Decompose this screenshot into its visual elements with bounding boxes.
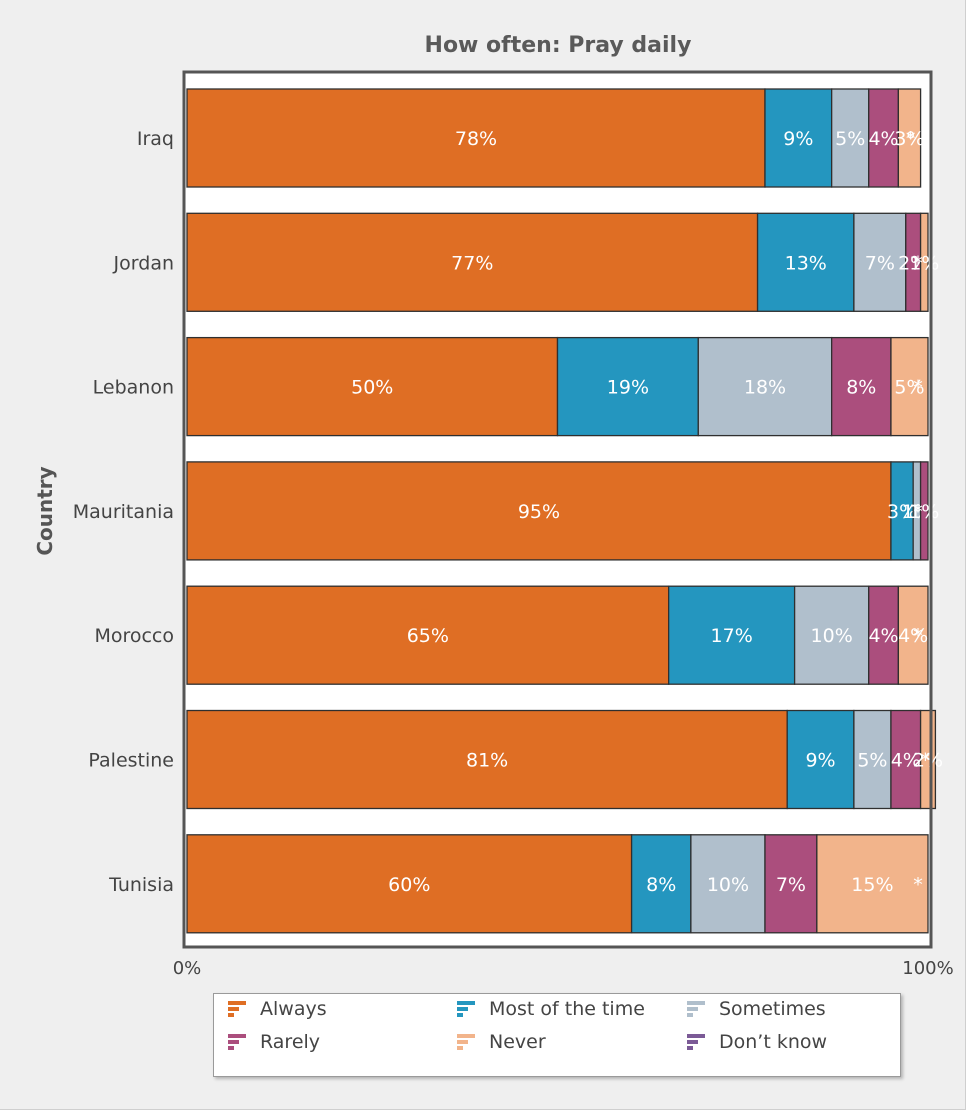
legend-swatch-icon [228,1032,248,1052]
bar-segment [793,585,870,685]
bar-segment [764,88,833,188]
data-label: 77% [451,252,493,274]
x-tick-label: 100% [902,958,953,979]
bar-segment [816,834,929,934]
category-label: Lebanon [93,377,174,399]
data-label: 78% [455,128,497,150]
data-label: 9% [783,128,813,150]
data-label: 50% [351,377,393,399]
data-label: 2% [913,750,943,772]
data-label: 18% [744,377,786,399]
bar-segment [868,88,900,188]
category-label: Jordan [113,252,174,274]
bar-segment [556,336,699,437]
bar-segment [786,709,855,810]
legend-label: Sometimes [719,998,826,1020]
bar-segment [919,461,929,561]
data-label: 5% [894,377,924,399]
bar-segment [764,834,818,934]
x-tick-label: 0% [173,958,202,979]
legend-swatch-icon [228,999,248,1019]
bar-segment [897,585,929,685]
data-label: * [906,128,916,150]
data-label: 10% [811,625,853,647]
data-label: 65% [407,625,449,647]
bar-segment [186,834,633,934]
data-label: * [913,501,923,523]
legend-label: Never [489,1031,546,1053]
legend-item[interactable]: Always [228,995,327,1023]
data-label: 81% [466,750,508,772]
category-label: Iraq [137,128,174,150]
data-label: 10% [707,874,749,896]
data-label: 4% [898,625,928,647]
data-label: 17% [711,625,753,647]
y-axis-title: Country [33,466,57,555]
data-label: 3% [887,501,917,523]
bar-segment [186,709,788,810]
chart-title: How often: Pray daily [425,33,692,58]
bar-segment [831,88,870,188]
legend-item[interactable]: Most of the time [457,995,645,1023]
plot-frame [182,70,933,949]
bar-segment [890,336,929,437]
legend: Always Most of the time Sometimes Rarely Nev… [213,993,901,1077]
data-label: 8% [846,377,876,399]
data-label: 9% [805,750,835,772]
data-label: 8% [646,874,676,896]
bar-segment [186,336,559,437]
data-label: * [913,377,923,399]
data-label: 7% [776,874,806,896]
legend-label: Most of the time [489,998,645,1020]
data-label: 95% [518,501,560,523]
data-label: * [921,750,931,772]
legend-swatch-icon [687,999,707,1019]
data-label: 13% [785,252,827,274]
category-label: Tunisia [108,874,174,896]
data-label: 7% [865,252,895,274]
legend-item[interactable]: Don’t know [687,1028,827,1056]
legend-item[interactable]: Sometimes [687,995,826,1023]
legend-label: Always [260,998,327,1020]
plot-area: Iraq 78% 9% 5% 4%3%*Jordan 77% 13% 7% 2%1%*Leban… [73,70,954,979]
legend-label: Rarely [260,1031,321,1053]
bar-segment [668,585,796,685]
legend-swatch-icon [457,999,477,1019]
data-label: 4% [868,625,898,647]
legend-label: Don’t know [719,1031,828,1053]
legend-swatch-icon [457,1032,477,1052]
legend-item[interactable]: Never [457,1028,546,1056]
bar-segment [919,212,929,312]
bar-segment [697,336,833,437]
data-label: 60% [388,874,430,896]
bar-segment [630,834,692,934]
bar-segment [897,88,922,188]
bar-segment [186,88,766,188]
bar-segment [890,709,922,810]
bar-segment [756,212,855,312]
data-label: 19% [607,377,649,399]
data-label: 4% [891,750,921,772]
data-label: 3% [894,128,924,150]
data-label: * [913,252,923,274]
data-label: 5% [835,128,865,150]
bar-segment [186,212,759,312]
category-label: Mauritania [73,501,174,523]
data-label: 4% [868,128,898,150]
data-label: * [913,625,923,647]
category-label: Palestine [88,750,174,772]
data-label: 5% [857,750,887,772]
data-label: * [913,874,923,896]
legend-swatch-icon [687,1032,707,1052]
bar-segment [853,709,892,810]
category-label: Morocco [94,625,174,647]
bar-segment [186,585,670,685]
bar-segment [690,834,766,934]
data-label: 15% [851,874,893,896]
legend-item[interactable]: Rarely [228,1028,320,1056]
